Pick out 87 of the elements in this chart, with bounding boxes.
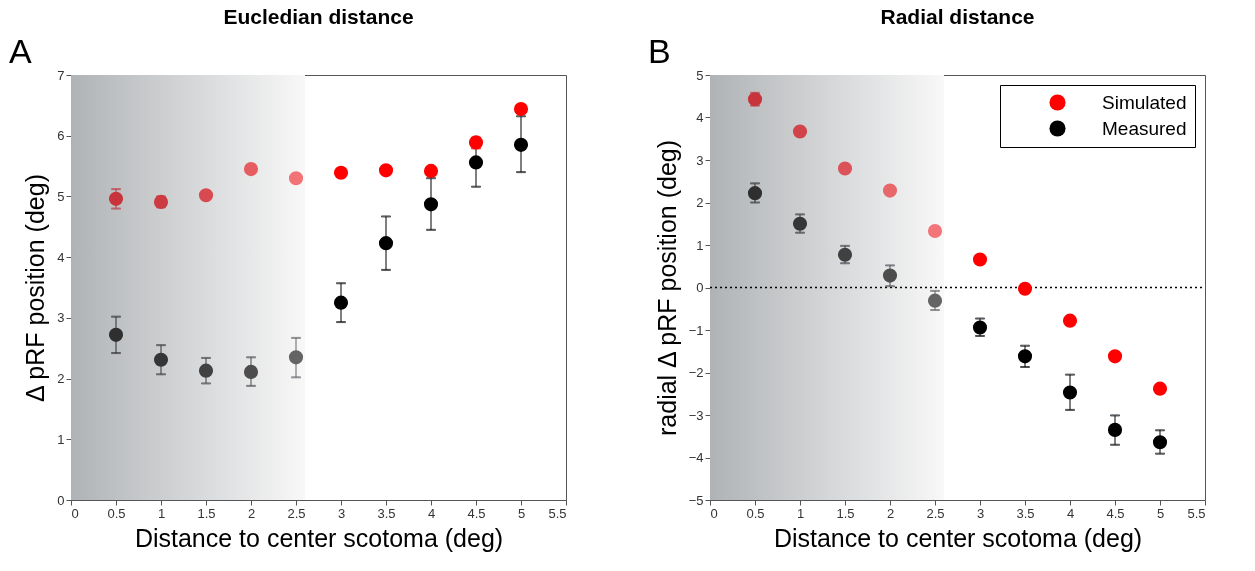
y-tick-label: 7: [57, 67, 65, 83]
x-tick-label: 5: [1156, 505, 1165, 521]
x-tick-label: 2.5: [926, 505, 945, 521]
point: [837, 161, 853, 176]
y-tick-label: −5: [688, 492, 704, 508]
y-tick-label: −2: [688, 365, 704, 380]
point: [423, 197, 439, 212]
x-tick-label: 2: [886, 505, 895, 521]
point: [198, 363, 214, 378]
point: [333, 295, 349, 310]
point: [1062, 313, 1078, 328]
y-tick-label: −1: [688, 322, 704, 338]
point: [288, 350, 304, 365]
y-tick-label: 5: [57, 188, 65, 204]
chart-title: Eucledian distance: [223, 5, 414, 28]
point: [198, 188, 214, 203]
point: [1062, 385, 1078, 400]
point: [792, 124, 808, 139]
x-tick-label: 4.5: [1106, 505, 1125, 521]
point: [927, 293, 943, 308]
y-axis-title: Δ pRF position (deg): [21, 174, 50, 402]
x-tick-label: 3: [976, 505, 985, 521]
point: [378, 236, 394, 251]
y-tick-label: 3: [696, 152, 704, 168]
x-tick-label: 1: [157, 505, 166, 521]
x-tick-label: 3.5: [1016, 505, 1035, 521]
point: [288, 171, 304, 186]
point: [972, 252, 988, 267]
point: [423, 163, 439, 178]
point: [513, 101, 529, 117]
x-tick-label: 0: [71, 505, 79, 521]
x-tick-label: 1: [796, 505, 805, 521]
legend-label: Measured: [1102, 117, 1187, 139]
point: [108, 191, 124, 206]
point: [1152, 381, 1168, 396]
point: [513, 137, 529, 152]
x-axis-title: Distance to center scotoma (deg): [134, 523, 504, 552]
point: [153, 352, 169, 367]
point: [243, 162, 259, 177]
x-tick-label: 3: [337, 505, 346, 521]
x-tick-label: 3.5: [377, 505, 396, 521]
chart-title: Radial distance: [880, 5, 1035, 28]
point: [1152, 435, 1168, 450]
x-tick-label: 5.5: [1187, 505, 1206, 521]
point: [747, 186, 763, 201]
x-tick-label: 1.5: [197, 505, 216, 521]
point: [927, 223, 943, 239]
y-tick-label: 3: [57, 310, 65, 326]
x-tick-label: 4: [427, 505, 436, 521]
y-tick-label: −4: [688, 450, 704, 465]
text: B: [648, 32, 671, 70]
y-tick-label: 0: [696, 280, 704, 295]
point: [108, 327, 124, 342]
x-tick-label: 0.5: [746, 505, 765, 521]
point: [243, 364, 259, 379]
point: [882, 268, 898, 283]
x-tick-label: 5: [517, 505, 526, 521]
y-tick-label: 0: [57, 492, 65, 508]
x-tick-label: 2: [247, 505, 256, 521]
y-tick-label: 5: [696, 67, 704, 83]
y-axis-title: radial Δ pRF position (deg): [652, 139, 681, 437]
point: [468, 155, 484, 170]
point: [1017, 349, 1033, 364]
legend-label: Simulated: [1102, 91, 1187, 113]
y-tick-label: 4: [57, 249, 65, 265]
point: [333, 165, 349, 180]
x-axis-title: Distance to center scotoma (deg): [773, 523, 1143, 552]
x-tick-label: 1.5: [836, 505, 855, 521]
point: [882, 183, 898, 198]
x-tick-label: 4.5: [467, 505, 486, 521]
x-tick-label: 4: [1066, 505, 1075, 521]
y-tick-label: 2: [57, 371, 65, 387]
x-tick-label: 2.5: [287, 505, 306, 521]
y-tick-label: 6: [57, 128, 65, 144]
x-tick-label: 0: [710, 505, 718, 521]
y-tick-label: 1: [57, 431, 65, 447]
text: A: [9, 32, 32, 70]
point: [1107, 422, 1123, 437]
x-tick-label: 5.5: [548, 505, 567, 521]
y-tick-label: 1: [696, 237, 704, 253]
point: [378, 163, 394, 178]
x-tick-label: 0.5: [107, 505, 126, 521]
point: [1017, 281, 1033, 296]
y-tick-label: 4: [696, 110, 704, 125]
point: [1107, 349, 1123, 364]
y-tick-label: 2: [696, 195, 704, 210]
y-tick-label: −3: [688, 407, 704, 423]
